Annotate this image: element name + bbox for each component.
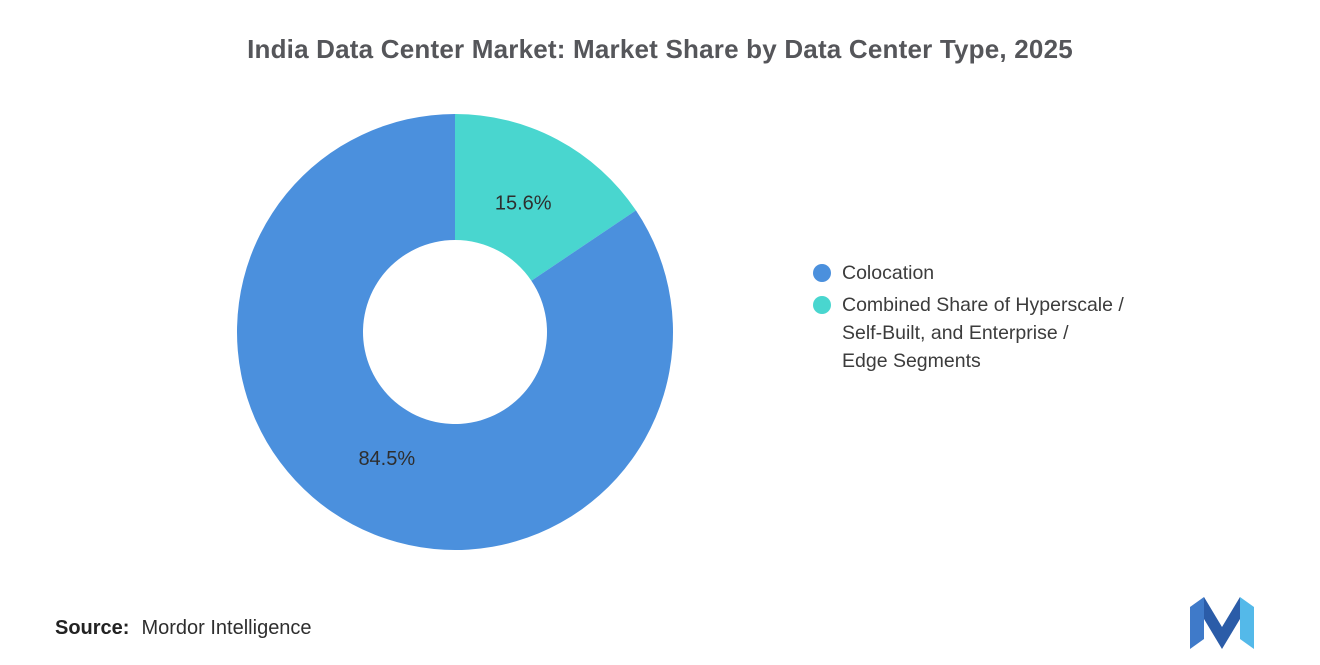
- legend-item-hyperscale-enterprise-edge: Combined Share of Hyperscale / Self-Buil…: [813, 291, 1124, 375]
- slice-label-colocation: 84.5%: [358, 448, 415, 470]
- mordor-intelligence-logo: [1190, 597, 1254, 649]
- legend: Colocation Combined Share of Hyperscale …: [813, 259, 1124, 379]
- legend-label-hyperscale-enterprise-edge: Combined Share of Hyperscale / Self-Buil…: [842, 294, 1124, 372]
- legend-marker-colocation: [813, 264, 831, 282]
- source-prefix: Source:: [55, 617, 130, 639]
- slice-label-hyperscale-enterprise-edge: 15.6%: [495, 192, 552, 214]
- donut-chart-svg: 15.6% 84.5%: [236, 114, 673, 550]
- chart-title: India Data Center Market: Market Share b…: [247, 34, 1073, 64]
- legend-item-colocation: Colocation: [813, 259, 1124, 287]
- donut-slice-hyperscale-enterprise-edge: [455, 114, 636, 281]
- source-line: Source: Mordor Intelligence: [55, 617, 312, 640]
- source-text: Mordor Intelligence: [141, 617, 312, 639]
- donut-chart: 15.6% 84.5%: [235, 112, 675, 552]
- legend-label-colocation: Colocation: [842, 262, 935, 284]
- legend-marker-hyperscale-enterprise-edge: [813, 296, 831, 314]
- donut-slice-colocation: [236, 114, 673, 550]
